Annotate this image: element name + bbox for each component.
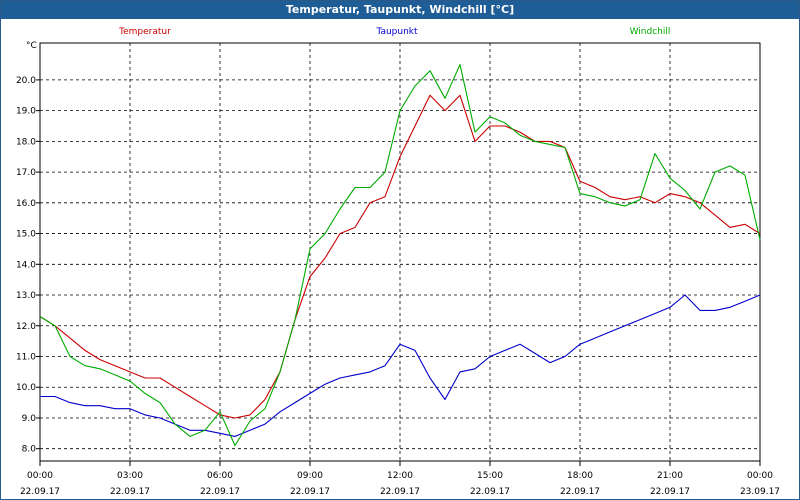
grid	[40, 43, 760, 461]
x-tick-date: 22.09.17	[20, 487, 60, 497]
x-tick-date: 22.09.17	[200, 487, 240, 497]
y-tick-label: 15.0	[16, 230, 36, 240]
x-tick-date: 22.09.17	[470, 487, 510, 497]
x-tick-time: 15:00	[477, 471, 503, 481]
x-tick-time: 21:00	[657, 471, 683, 481]
x-tick-date: 22.09.17	[290, 487, 330, 497]
y-tick-label: 8.0	[22, 445, 37, 455]
series-line-windchill	[39, 63, 761, 447]
series-line-temperatur	[39, 94, 761, 419]
x-axis: 00:00 22.09.17 03:00 22.09.17 06:00 22.09.17 0…	[20, 461, 780, 497]
x-tick-time: 06:00	[207, 471, 233, 481]
x-tick-time: 03:00	[117, 471, 143, 481]
legend-item-taupunkt: Taupunkt	[375, 27, 418, 37]
x-tick-date: 23.09.17	[740, 487, 780, 497]
y-tick-label: 10.0	[16, 383, 36, 393]
legend-item-temperatur: Temperatur	[118, 27, 171, 37]
y-tick-label: 12.0	[16, 322, 36, 332]
window-title: Temperatur, Taupunkt, Windchill [°C]	[1, 1, 799, 19]
x-tick-date: 22.09.17	[380, 487, 420, 497]
y-tick-label: 16.0	[16, 199, 36, 209]
y-tick-label: 11.0	[16, 353, 36, 363]
x-tick-time: 09:00	[297, 471, 323, 481]
x-tick-time: 00:00	[747, 471, 773, 481]
x-tick-time: 00:00	[27, 471, 53, 481]
y-tick-label: 14.0	[16, 260, 36, 270]
series-lines	[39, 63, 761, 447]
x-tick-date: 22.09.17	[560, 487, 600, 497]
legend-item-windchill: Windchill	[630, 27, 671, 37]
legend: Temperatur Taupunkt Windchill	[118, 27, 670, 37]
y-tick-label: 13.0	[16, 291, 36, 301]
x-tick-time: 18:00	[567, 471, 593, 481]
x-tick-date: 22.09.17	[650, 487, 690, 497]
y-tick-label: 20.0	[16, 76, 36, 86]
y-axis-label: °C	[26, 41, 37, 51]
y-axis: 8.0 9.0 10.0 11.0 12.0 13.0 14.0 15.0 16.0 17.0 18…	[16, 76, 40, 455]
y-tick-label: 17.0	[16, 168, 36, 178]
y-tick-label: 19.0	[16, 107, 36, 117]
y-tick-label: 9.0	[22, 414, 37, 424]
y-tick-label: 18.0	[16, 137, 36, 147]
x-tick-date: 22.09.17	[110, 487, 150, 497]
x-tick-time: 12:00	[387, 471, 413, 481]
series-line-taupunkt	[40, 294, 761, 437]
